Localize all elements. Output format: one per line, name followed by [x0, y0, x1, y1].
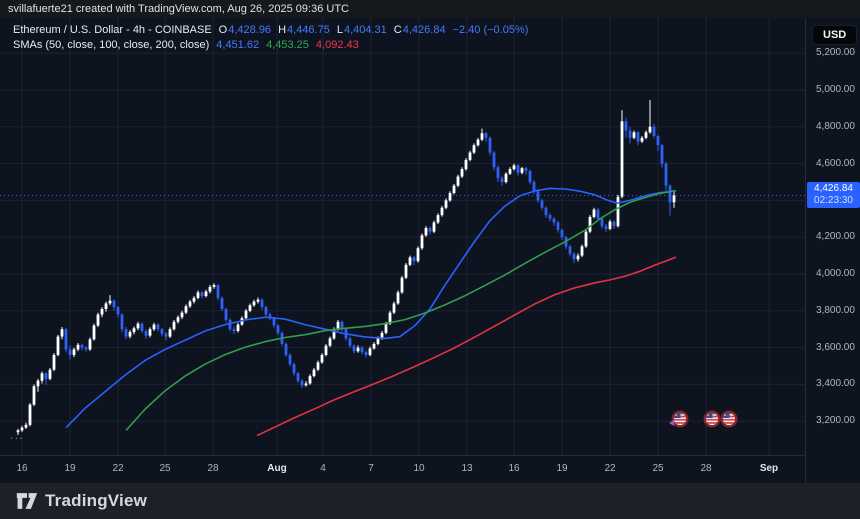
time-axis-label: 10 — [413, 463, 425, 474]
currency-button[interactable]: USD — [812, 25, 858, 45]
time-axis-label: Aug — [267, 463, 287, 474]
time-axis-label: 19 — [556, 463, 568, 474]
legend-segment: SMAs (50, close, 100, close, 200, close) — [13, 39, 210, 51]
price-axis-label: 4,200.00 — [816, 231, 855, 243]
legend-segment: 4,451.62 — [216, 39, 260, 51]
chart-canvas[interactable] — [0, 18, 805, 455]
legend-segment: H — [278, 24, 287, 36]
legend-segment: C — [393, 24, 402, 36]
legend-segment: −2.40 (−0.05%) — [452, 24, 529, 36]
symbol-legend-row[interactable]: Ethereum / U.S. Dollar - 4h - COINBASE O4… — [13, 23, 535, 38]
time-axis[interactable]: 16 19 22 25 28 Aug 4 7 10 13 16 19 22 25 28 Sep — [0, 455, 805, 483]
price-axis-label: 3,600.00 — [816, 341, 855, 353]
legend-segment: L — [336, 24, 343, 36]
legend-segment: O — [218, 24, 228, 36]
us-flag-sticker[interactable] — [671, 410, 689, 428]
price-axis-label: 3,400.00 — [816, 378, 855, 390]
us-flag-sticker[interactable] — [720, 410, 738, 428]
legend-segment: Ethereum / U.S. Dollar - 4h - COINBASE — [13, 24, 212, 36]
chart-legend[interactable]: Ethereum / U.S. Dollar - 4h - COINBASE O4… — [13, 23, 535, 53]
legend-segment: 4,446.75 — [287, 24, 330, 36]
price-axis-label: 3,800.00 — [816, 304, 855, 316]
tradingview-footer: TradingView — [0, 483, 860, 519]
legend-segment: 4,426.84 — [402, 24, 446, 36]
time-axis-label: 19 — [64, 463, 76, 474]
price-axis-label: 3,200.00 — [816, 415, 855, 427]
drawing-cursor-icon — [669, 420, 674, 426]
time-axis-label: 13 — [461, 463, 473, 474]
last-price-value: 4,426.84 — [814, 183, 853, 195]
price-axis-label: 4,600.00 — [816, 157, 855, 169]
legend-segment: 4,092.43 — [315, 39, 359, 51]
legend-segment: 4,453.25 — [266, 39, 309, 51]
chart-area[interactable]: Ethereum / U.S. Dollar - 4h - COINBASE O4… — [0, 18, 860, 483]
time-axis-label: 22 — [604, 463, 616, 474]
attribution-bar: svillafuerte21 created with TradingView.… — [0, 0, 860, 18]
time-axis-label: 16 — [16, 463, 28, 474]
price-axis-label: 4,000.00 — [816, 268, 855, 279]
time-axis-label: 25 — [652, 463, 664, 474]
legend-segment: 4,428.96 — [228, 24, 272, 36]
price-axis-label: 4,800.00 — [816, 120, 855, 132]
time-axis-label: Sep — [759, 463, 779, 474]
time-axis-label: 7 — [368, 463, 374, 474]
legend-segment: 4,404.31 — [343, 24, 387, 36]
bar-countdown: 02:23:30 — [814, 195, 853, 207]
price-axis[interactable]: USD 4,426.84 02:23:30 5,200.00 5,000.00 4,… — [805, 18, 860, 483]
time-axis-label: 4 — [320, 463, 326, 474]
sma-legend-row[interactable]: SMAs (50, close, 100, close, 200, close)… — [13, 38, 535, 53]
tradingview-logo-icon[interactable] — [16, 492, 38, 510]
time-axis-label: 22 — [112, 463, 124, 474]
more-options-ellipsis[interactable]: ... — [10, 427, 24, 442]
price-axis-label: 5,200.00 — [816, 47, 855, 59]
tradingview-logo-text[interactable]: TradingView — [45, 491, 148, 510]
us-flag-sticker[interactable] — [703, 410, 721, 428]
attribution-text: svillafuerte21 created with TradingView.… — [8, 3, 349, 15]
time-axis-label: 25 — [159, 463, 171, 474]
time-axis-label: 28 — [700, 463, 712, 474]
last-price-label[interactable]: 4,426.84 02:23:30 — [807, 182, 860, 209]
time-axis-label: 28 — [207, 463, 219, 474]
time-axis-label: 16 — [508, 463, 520, 474]
price-axis-label: 5,000.00 — [816, 84, 855, 95]
